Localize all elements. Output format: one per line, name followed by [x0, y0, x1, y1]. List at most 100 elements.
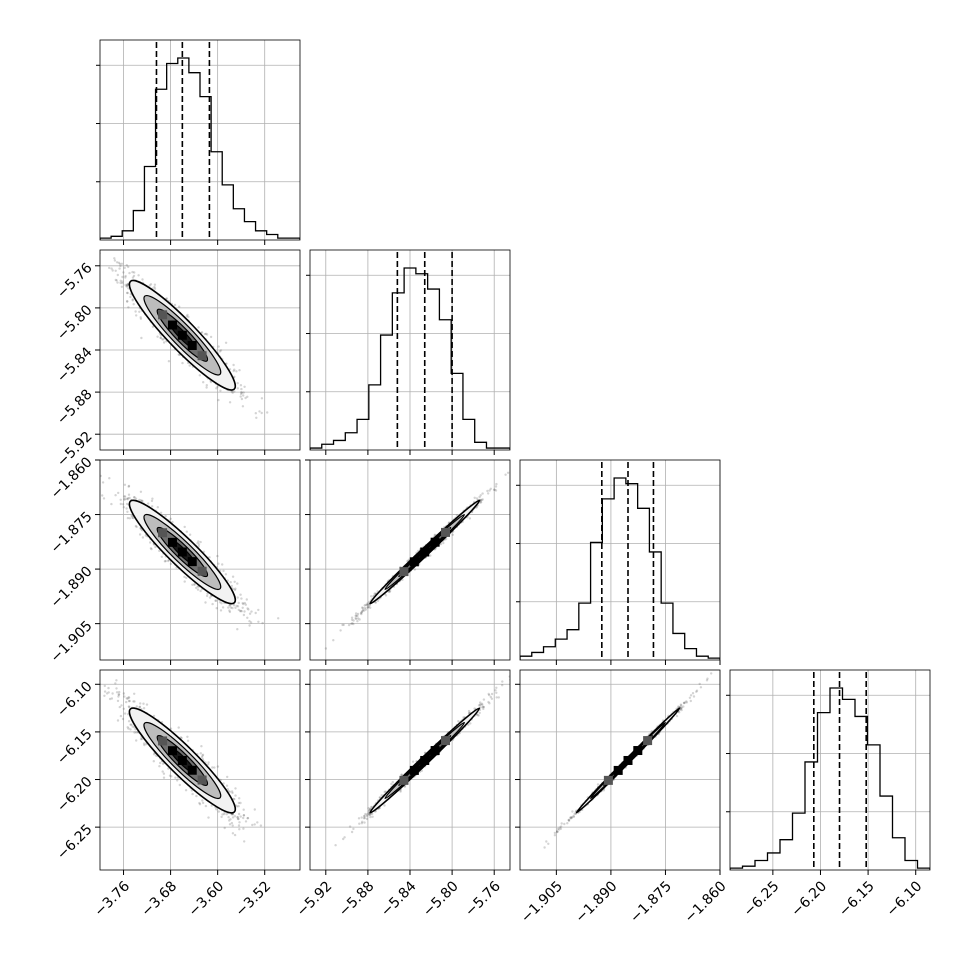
sample-point: [240, 387, 243, 391]
sample-point: [113, 259, 117, 262]
sample-point: [233, 580, 236, 583]
sample-point: [355, 617, 358, 621]
sample-point: [132, 516, 135, 520]
sample-point: [125, 284, 129, 288]
sample-point: [169, 562, 173, 566]
sample-point: [140, 737, 144, 741]
sample-point: [103, 694, 106, 697]
sample-point: [167, 360, 171, 363]
sample-point: [238, 797, 241, 800]
sample-point: [222, 569, 225, 573]
sample-point: [479, 494, 482, 497]
sample-point: [141, 278, 144, 281]
sample-point: [143, 743, 146, 747]
sample-point: [266, 411, 269, 414]
sample-point: [118, 705, 122, 709]
sample-point: [487, 492, 490, 495]
panel-1-1: [306, 249, 511, 455]
sample-point: [241, 606, 244, 609]
sample-point: [139, 317, 143, 320]
sample-point: [177, 353, 180, 356]
sample-point: [237, 817, 240, 821]
sample-point: [161, 762, 165, 765]
sample-point: [239, 801, 242, 805]
sample-point: [124, 276, 127, 279]
sample-point: [240, 391, 243, 394]
sample-point: [246, 607, 249, 610]
sample-point: [170, 775, 173, 778]
sample-point: [240, 397, 244, 401]
panel-frame: [519, 459, 721, 661]
sample-point: [151, 325, 155, 328]
panel-frame: [99, 459, 301, 661]
sample-point: [236, 628, 239, 631]
sample-point: [128, 271, 131, 275]
sample-point: [150, 547, 153, 551]
sample-point: [486, 489, 489, 493]
sample-point: [341, 623, 344, 627]
histogram-2: [520, 477, 720, 660]
sample-point: [223, 826, 226, 830]
sample-point: [139, 702, 142, 705]
sample-point: [159, 336, 162, 339]
sample-point: [202, 381, 205, 384]
sample-point: [147, 502, 150, 505]
sample-point: [125, 507, 128, 510]
sample-point: [125, 497, 128, 500]
sample-point: [123, 483, 127, 486]
sample-point: [356, 612, 360, 616]
panel-2-1: [305, 459, 511, 665]
sample-point: [247, 608, 250, 611]
sample-point: [126, 283, 129, 286]
sample-point: [350, 618, 354, 621]
sample-point: [366, 606, 369, 609]
histogram-0: [100, 57, 300, 240]
sample-point: [126, 300, 129, 303]
sample-point: [228, 823, 232, 826]
sample-point: [111, 269, 114, 272]
density-block: [430, 537, 440, 547]
sample-point: [138, 310, 141, 313]
sample-point: [368, 604, 371, 607]
sample-point: [128, 496, 131, 500]
sample-point: [165, 297, 168, 300]
panel-2-2: [516, 459, 721, 665]
sample-point: [100, 474, 102, 478]
sample-point: [132, 274, 136, 278]
sample-point: [230, 390, 234, 393]
sample-point: [227, 606, 230, 609]
sample-point: [352, 619, 355, 622]
sample-point: [492, 488, 496, 491]
sample-point: [149, 283, 153, 286]
sample-point: [197, 326, 200, 329]
sample-point: [181, 361, 184, 365]
sample-point: [219, 389, 222, 392]
sample-point: [167, 559, 170, 563]
sample-point: [246, 616, 249, 619]
sample-point: [354, 616, 357, 620]
sample-point: [152, 714, 156, 718]
sample-point: [240, 391, 244, 394]
sample-point: [233, 588, 237, 592]
sample-point: [231, 606, 234, 610]
sample-point: [191, 792, 194, 796]
sample-point: [183, 580, 186, 583]
sample-point: [242, 814, 246, 817]
sample-point: [255, 416, 258, 419]
sample-point: [135, 739, 138, 742]
sample-point: [122, 271, 125, 274]
sample-point: [342, 623, 345, 627]
sample-point: [131, 270, 134, 274]
sample-point: [250, 610, 253, 613]
sample-point: [115, 279, 118, 282]
sample-point: [185, 576, 188, 580]
density-contours: [369, 499, 481, 605]
sample-point: [133, 271, 136, 274]
sample-point: [124, 283, 127, 287]
sample-point: [347, 623, 351, 627]
sample-point: [230, 813, 233, 816]
sample-point: [356, 614, 359, 618]
sample-point: [132, 700, 135, 703]
sample-point: [186, 739, 190, 742]
panel-0-0: [96, 39, 301, 245]
